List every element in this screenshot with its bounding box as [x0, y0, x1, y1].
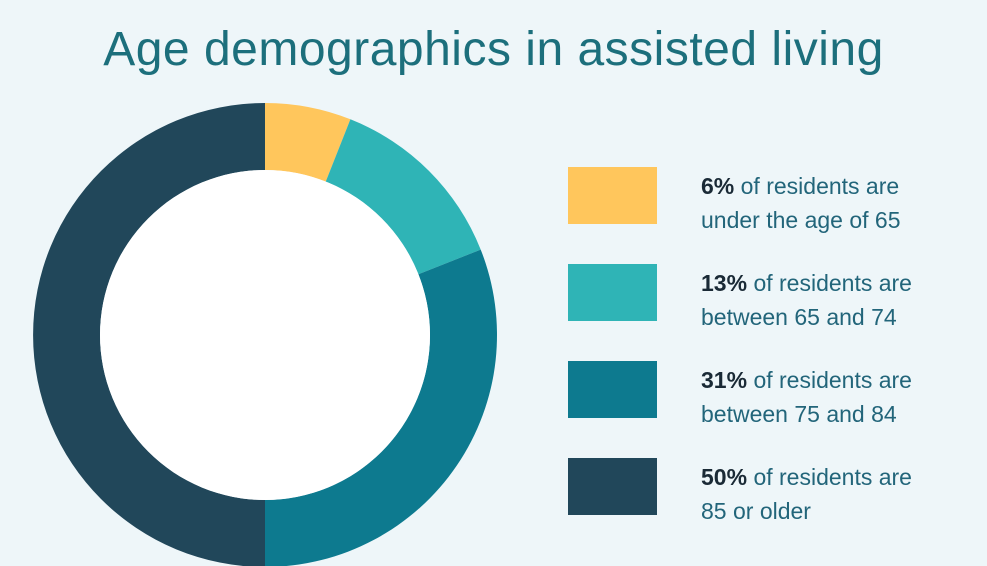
- legend-phrase: of residents are: [753, 270, 912, 296]
- legend-text: 50% of residents are 85 or older: [701, 460, 981, 528]
- donut-hole: [100, 170, 430, 500]
- donut-chart: [33, 103, 497, 566]
- legend-item: 13% of residents are between 65 and 74: [568, 264, 978, 330]
- legend-swatch: [568, 361, 657, 418]
- donut-slice-3: [33, 103, 265, 566]
- donut-slice-2: [265, 249, 497, 566]
- legend-percent: 6%: [701, 173, 735, 199]
- legend-item: 6% of residents are under the age of 65: [568, 167, 978, 233]
- legend-text: 31% of residents are between 75 and 84: [701, 363, 981, 431]
- donut-slice-0: [265, 103, 351, 182]
- legend-phrase: of residents are: [740, 173, 900, 199]
- donut-slice-1: [325, 119, 481, 275]
- legend-label: between 75 and 84: [701, 401, 897, 427]
- legend-swatch: [568, 458, 657, 515]
- legend-text: 6% of residents are under the age of 65: [701, 169, 981, 237]
- legend-label: under the age of 65: [701, 207, 901, 233]
- legend-phrase: of residents are: [753, 464, 912, 490]
- chart-title: Age demographics in assisted living: [103, 23, 884, 76]
- legend-item: 31% of residents are between 75 and 84: [568, 361, 978, 427]
- legend-swatch: [568, 264, 657, 321]
- legend-label: between 65 and 74: [701, 304, 897, 330]
- legend-percent: 50%: [701, 464, 748, 490]
- legend-percent: 31%: [701, 367, 748, 393]
- legend-phrase: of residents are: [753, 367, 912, 393]
- legend-label: 85 or older: [701, 498, 811, 524]
- legend-text: 13% of residents are between 65 and 74: [701, 266, 981, 334]
- legend-percent: 13%: [701, 270, 748, 296]
- legend-item: 50% of residents are 85 or older: [568, 458, 978, 524]
- legend-swatch: [568, 167, 657, 224]
